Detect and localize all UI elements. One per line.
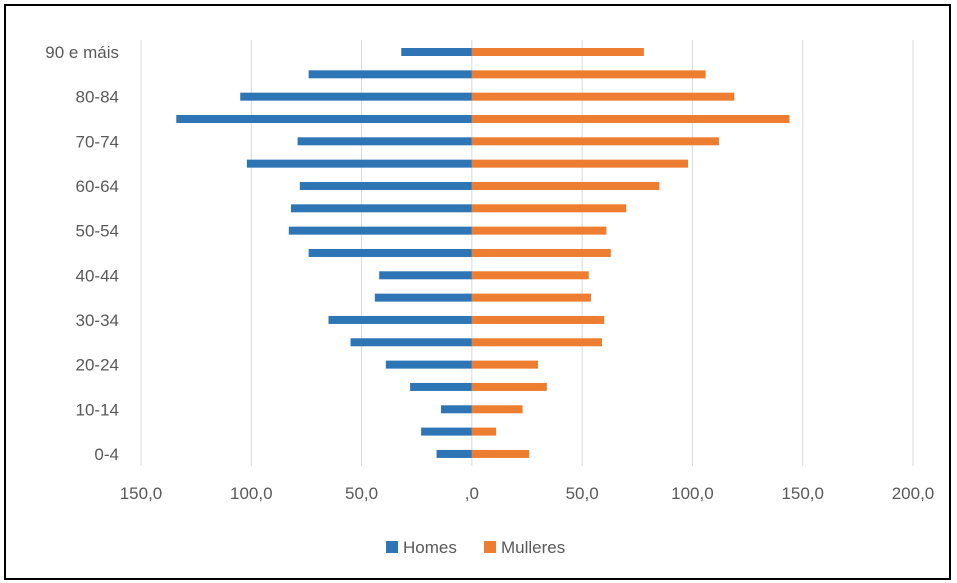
bar-mulleres-50-54 [471, 226, 607, 235]
x-tick-label: 150,0 [120, 484, 163, 503]
y-tick-label: 10-14 [76, 400, 119, 419]
bar-mulleres-40-44 [471, 271, 589, 280]
bars [176, 48, 790, 458]
bar-mulleres-75-79 [471, 114, 790, 123]
bar-homes-60-64 [299, 181, 472, 190]
bar-homes-30-34 [328, 315, 472, 324]
bar-mulleres-65-69 [471, 159, 689, 168]
y-tick-label: 50-54 [76, 222, 119, 241]
bar-mulleres-10-14 [471, 405, 523, 414]
y-tick-label: 90 e máis [45, 43, 119, 62]
bar-homes-0-4 [436, 449, 472, 458]
bar-mulleres-45-49 [471, 248, 611, 257]
bar-mulleres-15-19 [471, 382, 547, 391]
bar-mulleres-5-9 [471, 427, 497, 436]
bar-homes-15-19 [410, 382, 472, 391]
bar-homes-85-89 [308, 70, 472, 79]
bar-homes-20-24 [385, 360, 472, 369]
x-tick-label: 100,0 [671, 484, 714, 503]
legend-label-homes: Homes [403, 538, 457, 557]
bar-homes-35-39 [374, 293, 472, 302]
bar-homes-40-44 [379, 271, 472, 280]
bar-mulleres-55-59 [471, 204, 627, 213]
bar-homes-75-79 [176, 114, 472, 123]
bar-homes-70-74 [297, 137, 472, 146]
bar-mulleres-20-24 [471, 360, 539, 369]
bar-homes-25-29 [350, 338, 472, 347]
bar-mulleres-30-34 [471, 315, 605, 324]
y-tick-label: 80-84 [76, 88, 119, 107]
bar-homes-65-69 [246, 159, 472, 168]
bar-homes-5-9 [421, 427, 472, 436]
x-tick-label: 50,0 [345, 484, 378, 503]
bar-mulleres-80-84 [471, 92, 735, 101]
bar-mulleres-25-29 [471, 338, 602, 347]
y-tick-label: 30-34 [76, 311, 119, 330]
y-tick-label: 70-74 [76, 132, 119, 151]
bar-homes-10-14 [440, 405, 472, 414]
bar-mulleres-35-39 [471, 293, 591, 302]
y-tick-label: 60-64 [76, 177, 119, 196]
legend-swatch-mulleres [484, 541, 496, 553]
bar-homes-55-59 [290, 204, 472, 213]
bar-mulleres-0-4 [471, 449, 530, 458]
x-tick-label: 200,0 [892, 484, 935, 503]
bar-mulleres-90 e máis [471, 48, 644, 56]
y-tick-label: 20-24 [76, 356, 119, 375]
legend: Homes Mulleres [386, 538, 565, 557]
bar-homes-50-54 [288, 226, 472, 235]
y-axis-labels: 90 e máis 80-84 70-74 60-64 50-54 40-44 30-34 2… [45, 43, 119, 464]
y-tick-label: 40-44 [76, 266, 119, 285]
legend-label-mulleres: Mulleres [501, 538, 565, 557]
bar-mulleres-60-64 [471, 181, 660, 190]
bar-mulleres-85-89 [471, 70, 706, 79]
x-axis-labels: 150,0 100,0 50,0 ,0 50,0 100,0 150,0 200,0 [120, 484, 935, 503]
x-tick-label: 50,0 [566, 484, 599, 503]
y-tick-label: 0-4 [94, 445, 119, 464]
x-tick-label: 150,0 [781, 484, 824, 503]
x-tick-label: ,0 [465, 484, 479, 503]
bar-homes-45-49 [308, 248, 472, 257]
bar-homes-80-84 [240, 92, 472, 101]
bar-mulleres-70-74 [471, 137, 719, 146]
legend-swatch-homes [386, 541, 398, 553]
x-tick-label: 100,0 [230, 484, 273, 503]
bar-homes-90 e máis [401, 48, 472, 56]
